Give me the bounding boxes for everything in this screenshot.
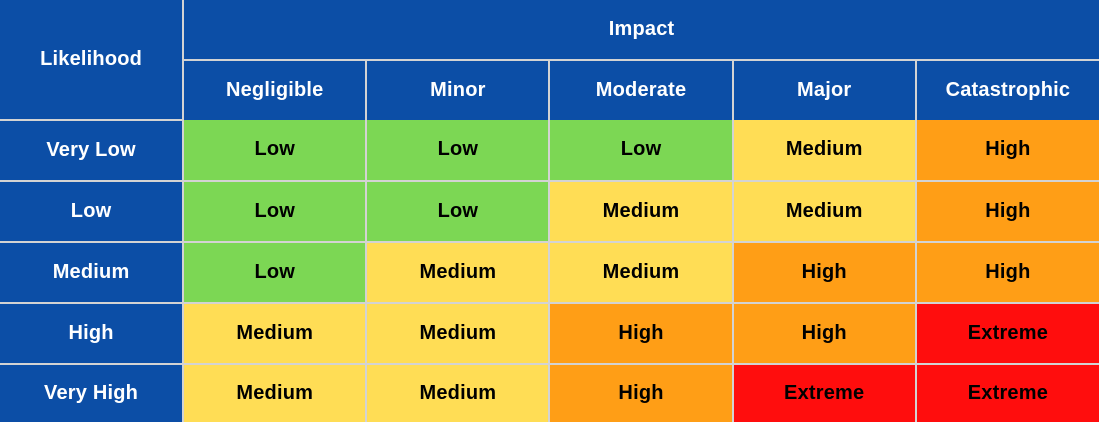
- risk-cell: Medium: [365, 301, 551, 365]
- impact-level-header-major: Major: [731, 59, 917, 120]
- likelihood-level-header: Medium: [0, 240, 185, 304]
- risk-cell: Extreme: [731, 362, 917, 422]
- risk-cell: Medium: [182, 301, 368, 365]
- risk-cell: Medium: [365, 240, 551, 304]
- risk-cell: High: [914, 240, 1099, 304]
- risk-cell: High: [914, 120, 1099, 182]
- likelihood-level-header: Very Low: [0, 120, 185, 182]
- impact-level-header-negligible: Negligible: [183, 59, 368, 120]
- impact-level-header-moderate: Moderate: [548, 59, 734, 120]
- risk-cell: Medium: [182, 362, 368, 422]
- impact-header: Impact: [182, 0, 1099, 61]
- impact-levels-row: Negligible Minor Moderate Major Catastro…: [0, 59, 1099, 120]
- likelihood-level-header: High: [0, 301, 185, 365]
- risk-cell: Low: [182, 120, 368, 182]
- risk-cell: Low: [182, 179, 368, 243]
- risk-cell: Low: [365, 120, 551, 182]
- risk-cell: High: [731, 301, 917, 365]
- impact-level-header-minor: Minor: [365, 59, 551, 120]
- likelihood-header: Likelihood: [0, 0, 185, 121]
- risk-cell: Medium: [548, 240, 734, 304]
- risk-cell: Low: [548, 120, 734, 182]
- risk-cell: Low: [182, 240, 368, 304]
- risk-cell: Low: [365, 179, 551, 243]
- risk-cell: Medium: [731, 179, 917, 243]
- risk-cell: High: [548, 301, 734, 365]
- risk-cell: High: [548, 362, 734, 422]
- table-row: Very High Medium Medium High Extreme Extreme: [0, 362, 1099, 422]
- risk-cell: Extreme: [914, 301, 1099, 365]
- likelihood-level-header: Very High: [0, 362, 185, 422]
- risk-cell: Medium: [731, 120, 917, 182]
- risk-matrix-body: Very Low Low Low Low Medium High Low Low Low Medi…: [0, 120, 1099, 422]
- impact-level-header-catastrophic: Catastrophic: [914, 59, 1099, 120]
- table-row: Very Low Low Low Low Medium High: [0, 120, 1099, 182]
- risk-cell: High: [914, 179, 1099, 243]
- risk-cell: Extreme: [914, 362, 1099, 422]
- table-row: Medium Low Medium Medium High High: [0, 240, 1099, 304]
- risk-cell: High: [731, 240, 917, 304]
- table-row: Low Low Low Medium Medium High: [0, 179, 1099, 243]
- risk-cell: Medium: [365, 362, 551, 422]
- table-row: High Medium Medium High High Extreme: [0, 301, 1099, 365]
- risk-cell: Medium: [548, 179, 734, 243]
- matrix-header: Likelihood Impact Negligible Minor Moder…: [0, 0, 1099, 121]
- impact-header-row: Likelihood Impact: [0, 0, 1099, 121]
- likelihood-level-header: Low: [0, 179, 185, 243]
